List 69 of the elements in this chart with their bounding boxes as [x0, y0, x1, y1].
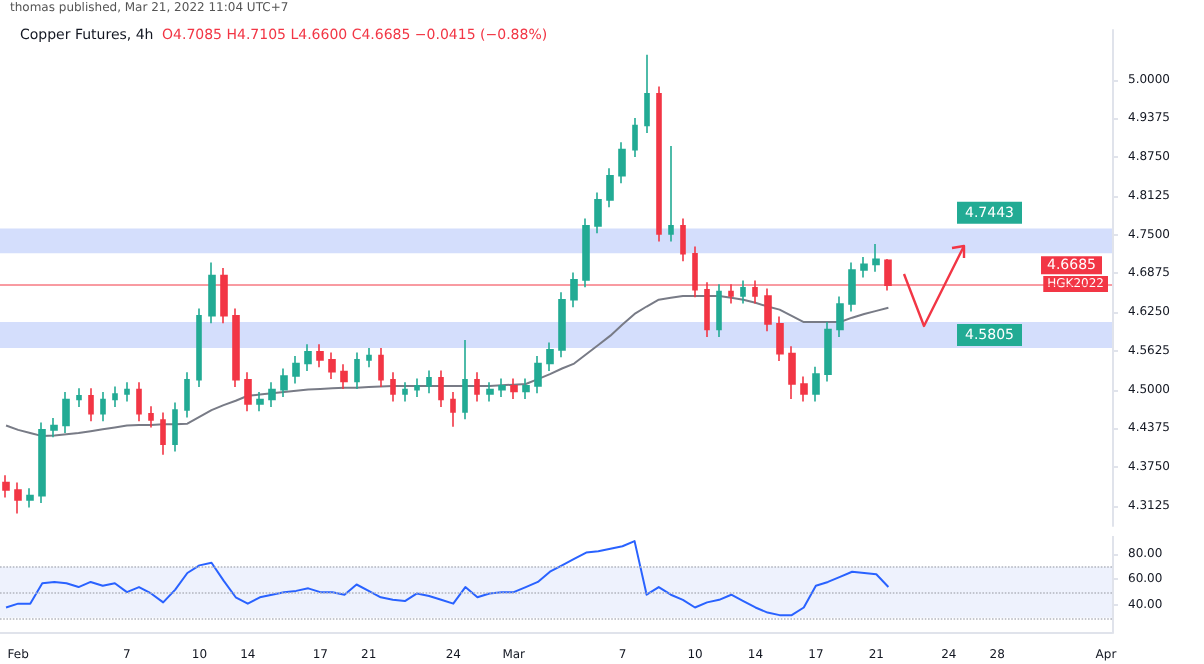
candlestick — [112, 385, 118, 408]
candlestick — [680, 217, 686, 263]
candlestick — [510, 377, 518, 400]
candlestick — [340, 363, 348, 390]
candlestick — [522, 377, 530, 400]
candlestick — [38, 421, 46, 504]
candlestick — [836, 295, 844, 338]
candlestick — [208, 261, 216, 325]
candlestick — [292, 355, 300, 385]
candlestick — [402, 381, 408, 403]
candlestick — [534, 355, 542, 395]
candlestick — [570, 271, 578, 308]
candlestick — [390, 371, 396, 403]
candlestick — [2, 474, 10, 499]
line-series — [5, 540, 890, 617]
candlestick — [776, 315, 784, 362]
candlestick — [196, 307, 202, 388]
candlestick — [172, 401, 178, 453]
candlestick — [232, 307, 240, 388]
candlestick — [582, 217, 590, 289]
candlestick — [594, 191, 602, 235]
candlestick — [716, 283, 722, 338]
candlestick — [860, 256, 868, 279]
candlestick — [62, 391, 70, 434]
candlestick — [244, 371, 252, 413]
candlestick — [498, 377, 506, 398]
candlestick — [136, 381, 142, 423]
candlestick — [438, 369, 444, 408]
candlestick — [268, 381, 276, 408]
candlestick — [546, 341, 554, 372]
candlestick — [76, 387, 82, 408]
candlestick — [474, 371, 480, 403]
candlestick — [800, 375, 808, 403]
candlestick — [788, 345, 796, 400]
candlestick — [462, 339, 468, 421]
candlestick — [824, 321, 832, 383]
candlestick — [872, 243, 880, 273]
candlestick — [668, 145, 674, 243]
candlestick — [280, 367, 288, 398]
candlestick — [354, 351, 360, 390]
candlestick — [148, 405, 154, 429]
candlestick — [316, 343, 324, 369]
candlestick — [184, 371, 190, 419]
candlestick — [50, 417, 58, 439]
candlestick — [100, 391, 106, 423]
candlestick — [328, 351, 336, 380]
candlestick — [88, 387, 94, 423]
candlestick — [426, 369, 432, 395]
candlestick — [414, 377, 420, 398]
candlestick — [450, 391, 456, 428]
candlestick — [26, 487, 34, 509]
candlestick — [486, 381, 494, 403]
candlestick — [558, 291, 566, 359]
candlestick — [256, 391, 264, 413]
candlestick — [644, 54, 650, 134]
candlestick — [632, 117, 638, 158]
candlestick — [618, 141, 626, 184]
candlestick — [606, 167, 614, 209]
candlestick — [848, 261, 856, 313]
candlestick — [304, 343, 312, 372]
candlestick — [124, 381, 130, 403]
candlestick — [14, 481, 22, 515]
candlestick — [378, 347, 384, 388]
candlestick — [812, 365, 820, 403]
candlestick — [160, 411, 166, 456]
candlestick — [740, 279, 746, 305]
line-series — [5, 294, 890, 438]
candlestick — [656, 85, 662, 243]
candlestick — [366, 347, 372, 369]
